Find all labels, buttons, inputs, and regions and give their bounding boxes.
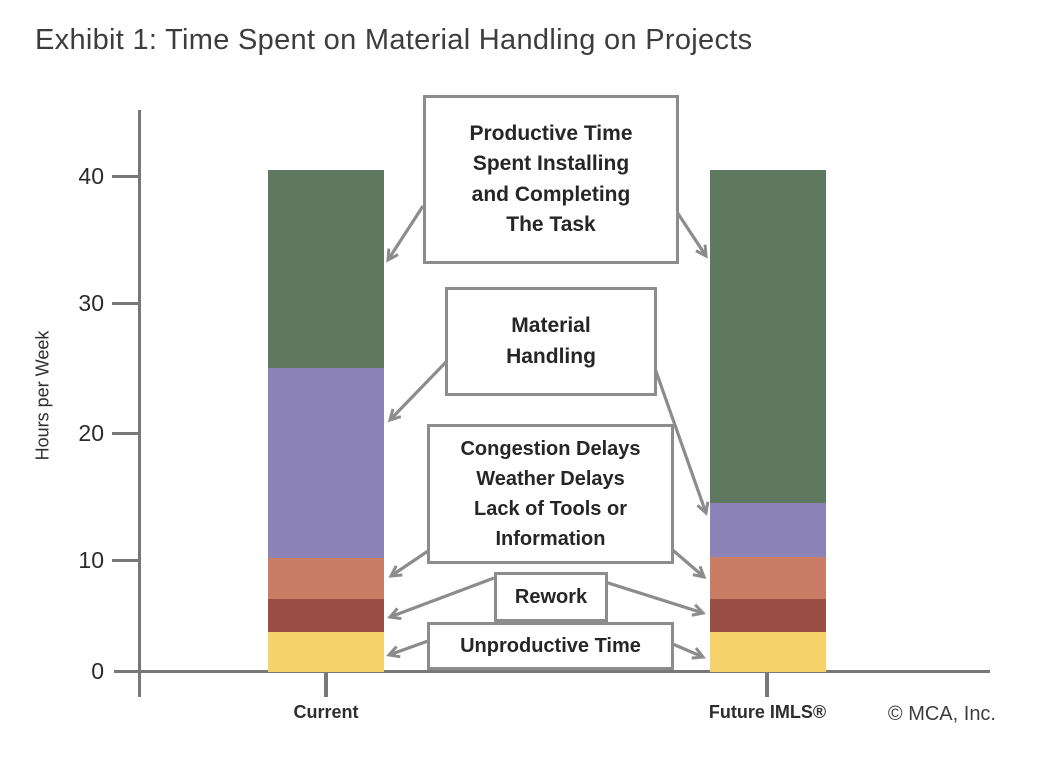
bar-segment-current-material bbox=[268, 368, 384, 558]
bar-segment-current-unproductive bbox=[268, 632, 384, 672]
y-tick-30 bbox=[112, 302, 139, 305]
y-tick-label-40: 40 bbox=[78, 163, 104, 189]
bar-segment-current-rework bbox=[268, 599, 384, 632]
y-axis-line bbox=[138, 110, 141, 697]
y-axis-title: Hours per Week bbox=[32, 330, 53, 461]
arrow-unproductive-to-current bbox=[386, 639, 429, 659]
x-tick-future bbox=[765, 672, 769, 697]
bar-segment-current-delays bbox=[268, 558, 384, 599]
arrow-material-to-current bbox=[387, 360, 448, 423]
x-label-current: Current bbox=[293, 702, 359, 722]
bar-segment-future-productive bbox=[710, 170, 826, 503]
arrow-congestion-to-current bbox=[388, 549, 429, 578]
x-tick-current bbox=[324, 672, 328, 697]
y-tick-40 bbox=[112, 175, 139, 178]
bar-segment-future-rework bbox=[710, 599, 826, 632]
x-axis-line bbox=[114, 670, 990, 673]
callout-congestion-delays: Congestion Delays Weather Delays Lack of… bbox=[427, 424, 674, 564]
y-tick-label-30: 30 bbox=[78, 290, 104, 316]
bar-segment-future-delays bbox=[710, 557, 826, 599]
bar-segment-future-material bbox=[710, 503, 826, 557]
y-tick-label-20: 20 bbox=[78, 420, 104, 446]
arrow-productive-to-current bbox=[386, 205, 425, 263]
y-tick-label-10: 10 bbox=[78, 547, 104, 573]
y-tick-label-0: 0 bbox=[91, 658, 104, 684]
y-tick-10 bbox=[112, 559, 139, 562]
bar-segment-future-unproductive bbox=[710, 632, 826, 672]
arrow-rework-to-current bbox=[387, 576, 495, 621]
copyright-text: © MCA, Inc. bbox=[887, 703, 996, 725]
bar-segment-current-productive bbox=[268, 170, 384, 368]
exhibit-title: Exhibit 1: Time Spent on Material Handli… bbox=[35, 24, 753, 56]
y-tick-20 bbox=[112, 432, 139, 435]
callout-productive-time: Productive Time Spent Installing and Com… bbox=[423, 95, 679, 264]
arrow-rework-to-future bbox=[601, 579, 706, 617]
callout-rework: Rework bbox=[494, 572, 608, 622]
callout-unproductive-time: Unproductive Time bbox=[427, 622, 674, 670]
x-label-future: Future IMLS® bbox=[708, 702, 827, 722]
callout-material-handling: Material Handling bbox=[445, 287, 657, 396]
